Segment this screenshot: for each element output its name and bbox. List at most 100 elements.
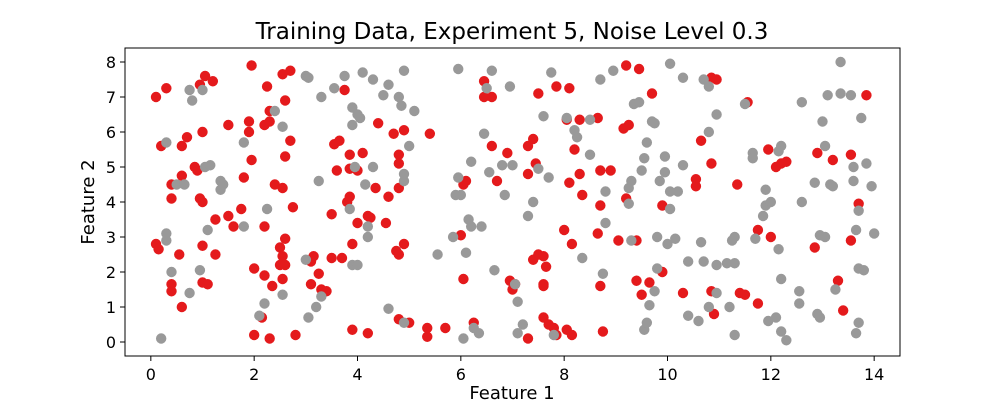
data-point-gray <box>476 221 487 232</box>
data-point-red <box>388 128 399 139</box>
data-point-gray <box>543 172 554 183</box>
data-point-red <box>207 76 219 87</box>
data-point-gray <box>835 56 846 68</box>
data-point-gray <box>383 79 394 90</box>
data-point-gray <box>695 237 707 248</box>
data-point-red <box>845 149 857 160</box>
data-point-red <box>623 119 634 131</box>
data-point-gray <box>633 97 645 108</box>
x-tick-label: 4 <box>352 365 362 384</box>
data-point-gray <box>861 158 872 169</box>
data-point-gray <box>781 335 792 346</box>
data-point-gray <box>711 259 722 271</box>
data-point-red <box>478 91 490 103</box>
data-point-gray <box>682 310 694 321</box>
data-point-gray <box>703 126 715 138</box>
data-point-red <box>633 63 645 75</box>
data-point-gray <box>354 112 366 124</box>
data-point-red <box>837 305 849 316</box>
data-point-red <box>620 60 632 71</box>
data-point-gray <box>750 233 761 244</box>
data-point-red <box>540 261 552 272</box>
data-point-gray <box>659 167 671 178</box>
data-point-gray <box>711 287 722 299</box>
data-point-gray <box>827 181 839 192</box>
data-point-gray <box>819 140 831 152</box>
data-point-gray <box>347 119 358 131</box>
y-tick-label: 5 <box>106 158 116 177</box>
data-point-gray <box>538 111 549 122</box>
data-point-gray <box>856 112 867 124</box>
data-point-red <box>246 60 257 71</box>
data-point-red <box>569 144 580 155</box>
data-point-red <box>261 81 273 92</box>
data-point-gray <box>773 146 784 157</box>
data-point-red <box>558 224 570 236</box>
data-point-red <box>285 65 296 76</box>
data-point-gray <box>179 179 190 190</box>
data-point-gray <box>729 231 740 243</box>
data-point-gray <box>672 186 684 197</box>
data-point-gray <box>478 128 490 139</box>
data-point-red <box>812 147 823 159</box>
data-point-red <box>264 333 275 344</box>
data-point-red <box>527 133 539 145</box>
data-point-red <box>153 244 164 255</box>
data-point-gray <box>367 161 379 173</box>
data-point-red <box>422 331 433 342</box>
data-point-red <box>285 135 296 146</box>
x-axis-label: Feature 1 <box>469 383 554 400</box>
data-point-red <box>380 217 392 229</box>
data-point-gray <box>259 298 270 309</box>
data-point-red <box>592 228 603 239</box>
data-point-gray <box>659 151 671 162</box>
data-point-red <box>398 238 410 250</box>
data-point-red <box>259 221 270 232</box>
data-point-red <box>339 84 350 96</box>
data-point-red <box>522 168 534 180</box>
data-point-gray <box>496 160 508 171</box>
x-tick-label: 10 <box>657 365 677 384</box>
data-point-gray <box>703 81 715 92</box>
data-point-gray <box>161 137 172 148</box>
data-point-gray <box>651 263 663 274</box>
data-point-gray <box>765 196 777 208</box>
data-point-gray <box>453 63 464 75</box>
data-point-red <box>166 286 177 297</box>
data-point-gray <box>577 252 588 264</box>
data-point-gray <box>548 329 560 341</box>
data-point-red <box>236 203 247 215</box>
data-point-red <box>440 322 451 334</box>
data-point-red <box>538 279 549 290</box>
data-point-gray <box>166 266 177 278</box>
data-point-gray <box>848 175 859 187</box>
data-point-red <box>347 324 358 335</box>
data-point-red <box>690 181 702 192</box>
data-point-red <box>274 242 286 253</box>
data-point-gray <box>300 254 312 265</box>
data-point-gray <box>835 88 846 99</box>
data-point-red <box>248 263 260 274</box>
data-point-gray <box>205 160 216 171</box>
data-point-red <box>344 149 355 160</box>
data-point-gray <box>499 189 510 201</box>
data-point-red <box>765 231 777 243</box>
data-point-gray <box>623 198 634 209</box>
x-tick-label: 12 <box>761 365 781 384</box>
data-point-red <box>279 95 291 106</box>
data-point-red <box>706 158 717 169</box>
data-point-red <box>210 249 221 260</box>
data-point-gray <box>848 161 859 173</box>
data-point-gray <box>571 132 583 143</box>
data-point-red <box>365 212 376 223</box>
data-point-gray <box>269 105 281 117</box>
data-point-gray <box>677 72 689 83</box>
data-point-gray <box>773 244 784 255</box>
data-point-gray <box>814 312 826 323</box>
data-point-gray <box>360 179 371 190</box>
data-point-red <box>277 182 288 194</box>
data-point-gray <box>600 186 611 197</box>
data-point-gray <box>194 265 206 276</box>
data-point-gray <box>184 84 195 96</box>
